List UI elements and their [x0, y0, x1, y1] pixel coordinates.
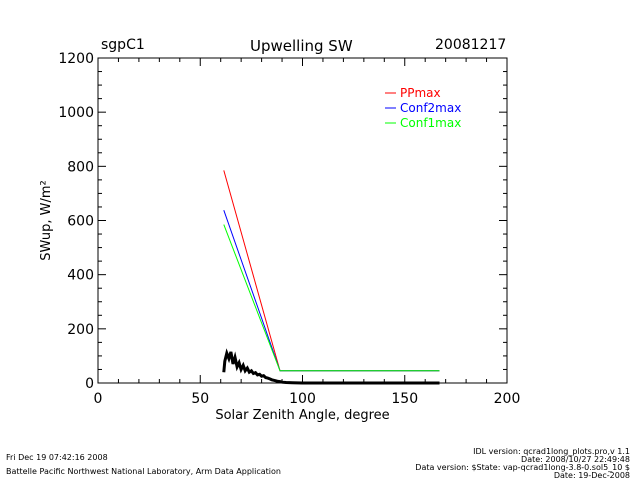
y-tick-label: 600: [67, 214, 94, 230]
footer-data-date: Date: 19-Dec-2008: [553, 471, 630, 480]
x-tick-label: 50: [191, 391, 209, 407]
y-tick-label: 800: [67, 159, 94, 175]
legend-label-conf1max: Conf1max: [400, 116, 461, 130]
date-label: 20081217: [435, 37, 507, 53]
footer-idl-version: IDL version: qcrad1long_plots.pro,v 1.1: [473, 447, 630, 456]
footer-data-version: Data version: $State: vap-qcrad1long-3.8…: [415, 463, 630, 472]
x-tick-label: 200: [494, 391, 521, 407]
footer-idl-date: Date: 2008/10/27 22:49:48: [521, 455, 630, 464]
footer-timestamp: Fri Dec 19 07:42:16 2008: [6, 453, 108, 462]
series-line-conf1max: [223, 224, 440, 372]
y-tick-label: 200: [67, 322, 94, 338]
legend-label-ppmax: PPmax: [400, 86, 441, 100]
y-tick-label: 0: [85, 376, 94, 392]
y-tick-label: 1200: [58, 51, 94, 67]
chart-title: Upwelling SW: [250, 37, 353, 55]
series-observed-line: [222, 348, 440, 385]
station-label: sgpC1: [101, 37, 145, 53]
y-tick-label: 400: [67, 268, 94, 284]
x-axis-label: Solar Zenith Angle, degree: [215, 408, 389, 423]
footer-organization: Battelle Pacific Northwest National Labo…: [6, 467, 281, 476]
legend-label-conf2max: Conf2max: [400, 101, 461, 115]
y-axis-label: SWup, W/m²: [39, 180, 54, 261]
x-tick-label: 0: [94, 391, 103, 407]
series-line-conf2max: [223, 210, 440, 372]
y-tick-label: 1000: [58, 105, 94, 121]
x-tick-label: 100: [289, 391, 316, 407]
x-tick-label: 150: [391, 391, 418, 407]
series-line-ppmax: [223, 170, 440, 372]
